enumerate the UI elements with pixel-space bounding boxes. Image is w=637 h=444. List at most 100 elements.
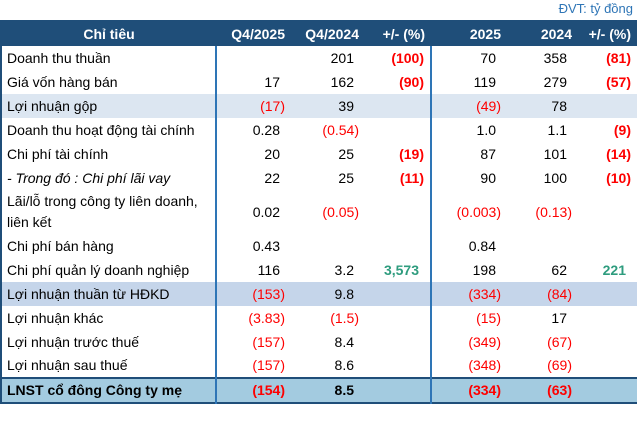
value-cell: (348) — [430, 354, 513, 378]
value-cell: 279 — [513, 70, 585, 94]
value-cell: (84) — [513, 282, 585, 306]
table-row: Chi phí bán hàng 0.43 0.84 — [1, 234, 637, 258]
value-cell — [363, 190, 431, 234]
table-row: Lợi nhuận gộp (17) 39 (49) 78 — [1, 94, 637, 118]
value-cell: (10) — [585, 166, 637, 190]
table-row: Chi phí quản lý doanh nghiệp 116 3.2 3,573 1… — [1, 258, 637, 282]
row-label: Lãi/lỗ trong công ty liên doanh, liên kế… — [1, 190, 216, 234]
value-cell: (0.003) — [430, 190, 513, 234]
value-cell — [513, 234, 585, 258]
value-cell: 17 — [215, 70, 301, 94]
row-label: Chi phí bán hàng — [1, 234, 216, 258]
value-cell: 20 — [215, 142, 301, 166]
value-cell: 9.8 — [301, 282, 363, 306]
value-cell: 78 — [513, 94, 585, 118]
value-cell: (9) — [585, 118, 637, 142]
value-cell: 116 — [215, 258, 301, 282]
row-label: Lợi nhuận trước thuế — [1, 330, 216, 354]
value-cell — [363, 118, 431, 142]
value-cell — [215, 46, 301, 70]
table-row: Lợi nhuận khác (3.83) (1.5) (15) 17 — [1, 306, 637, 330]
unit-label: ĐVT: tỷ đồng — [558, 1, 633, 16]
value-cell: (19) — [363, 142, 431, 166]
value-cell: (3.83) — [215, 306, 301, 330]
value-cell — [585, 234, 637, 258]
row-label: Lợi nhuận thuần từ HĐKD — [1, 282, 216, 306]
value-cell: 0.02 — [215, 190, 301, 234]
value-cell — [585, 282, 637, 306]
value-cell: (14) — [585, 142, 637, 166]
value-cell — [363, 377, 431, 403]
column-header: Q4/2025 — [216, 21, 301, 46]
row-label: - Trong đó : Chi phí lãi vay — [1, 166, 216, 190]
value-cell — [363, 94, 431, 118]
value-cell: 1.0 — [430, 118, 513, 142]
value-cell — [363, 234, 431, 258]
value-cell — [585, 354, 637, 378]
value-cell: 100 — [513, 166, 585, 190]
value-cell: (349) — [430, 330, 513, 354]
value-cell: 119 — [430, 70, 513, 94]
column-header: 2025 — [431, 21, 513, 46]
value-cell — [585, 306, 637, 330]
value-cell: (153) — [215, 282, 301, 306]
row-label: Chi phí tài chính — [1, 142, 216, 166]
table-row: LNST cổ đông Công ty mẹ (154) 8.5 (334) (63) — [1, 377, 637, 403]
value-cell: (0.13) — [513, 190, 585, 234]
value-cell: (57) — [585, 70, 637, 94]
value-cell: (15) — [430, 306, 513, 330]
value-cell — [363, 354, 431, 378]
value-cell — [363, 306, 431, 330]
value-cell: 8.5 — [301, 377, 363, 403]
table-row: Giá vốn hàng bán 17 162 (90) 119 279 (57) — [1, 70, 637, 94]
row-label: Chi phí quản lý doanh nghiệp — [1, 258, 216, 282]
value-cell: 101 — [513, 142, 585, 166]
value-cell: (0.54) — [301, 118, 363, 142]
value-cell: (90) — [363, 70, 431, 94]
value-cell: 25 — [301, 142, 363, 166]
table-header-row: Chỉ tiêu Q4/2025 Q4/2024 +/- (%) 2025 2024 +/-… — [1, 21, 637, 46]
row-label: LNST cổ đông Công ty mẹ — [1, 377, 216, 403]
value-cell: (157) — [215, 330, 301, 354]
value-cell — [301, 234, 363, 258]
column-header: 2024 — [513, 21, 585, 46]
value-cell: 87 — [430, 142, 513, 166]
row-label: Lợi nhuận gộp — [1, 94, 216, 118]
table-row: Doanh thu thuần 201 (100) 70 358 (81) — [1, 46, 637, 70]
value-cell: 221 — [585, 258, 637, 282]
row-label: Doanh thu hoạt động tài chính — [1, 118, 216, 142]
value-cell — [585, 94, 637, 118]
value-cell — [585, 190, 637, 234]
value-cell: 198 — [430, 258, 513, 282]
table-row: Lợi nhuận trước thuế (157) 8.4 (349) (67) — [1, 330, 637, 354]
table-row: Lãi/lỗ trong công ty liên doanh, liên kế… — [1, 190, 637, 234]
value-cell: 39 — [301, 94, 363, 118]
table-row: Lợi nhuận thuần từ HĐKD (153) 9.8 (334) (84) — [1, 282, 637, 306]
value-cell: 17 — [513, 306, 585, 330]
value-cell: (0.05) — [301, 190, 363, 234]
value-cell: 8.6 — [301, 354, 363, 378]
table-row: Doanh thu hoạt động tài chính 0.28 (0.54) 1… — [1, 118, 637, 142]
value-cell: 3.2 — [301, 258, 363, 282]
value-cell: (49) — [430, 94, 513, 118]
value-cell: (157) — [215, 354, 301, 378]
table-row: Lợi nhuận sau thuế (157) 8.6 (348) (69) — [1, 354, 637, 378]
value-cell: (69) — [513, 354, 585, 378]
value-cell: 70 — [430, 46, 513, 70]
value-cell: (67) — [513, 330, 585, 354]
value-cell: 0.43 — [215, 234, 301, 258]
value-cell: 25 — [301, 166, 363, 190]
value-cell: 22 — [215, 166, 301, 190]
column-header: +/- (%) — [363, 21, 431, 46]
value-cell: (63) — [513, 377, 585, 403]
value-cell: 0.84 — [430, 234, 513, 258]
table-row: Chi phí tài chính 20 25 (19) 87 101 (14) — [1, 142, 637, 166]
value-cell: 8.4 — [301, 330, 363, 354]
value-cell: 62 — [513, 258, 585, 282]
value-cell: (100) — [363, 46, 431, 70]
column-header: Chỉ tiêu — [1, 21, 216, 46]
value-cell: (81) — [585, 46, 637, 70]
value-cell: (11) — [363, 166, 431, 190]
value-cell: (334) — [430, 282, 513, 306]
value-cell: 90 — [430, 166, 513, 190]
